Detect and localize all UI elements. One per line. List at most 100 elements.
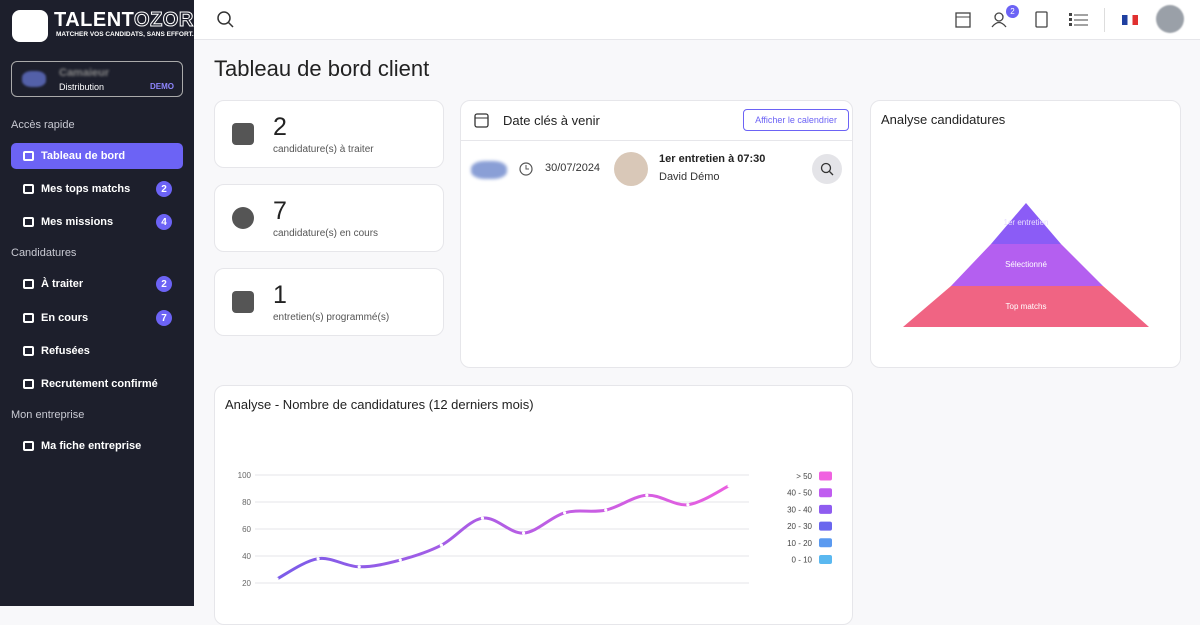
funnel-level (991, 203, 1061, 244)
calendar-button[interactable]: Afficher le calendrier (743, 109, 849, 131)
point (480, 516, 485, 520)
event-person: David Démo (659, 171, 720, 183)
legend-label: 30 - 40 (787, 505, 812, 514)
nav-item[interactable]: En cours 7 (11, 305, 183, 331)
dates-title: Date clés à venir (503, 113, 600, 128)
nav-item[interactable]: Ma fiche entreprise (11, 433, 183, 459)
stat-label: candidature(s) en cours (273, 228, 379, 239)
nav-icon (23, 217, 34, 227)
nav-label: Refusées (41, 345, 90, 357)
logo-tagline: MATCHER VOS CANDIDATS, SANS EFFORT. (56, 31, 194, 38)
legend-swatch (819, 538, 832, 548)
nav-icon (23, 151, 34, 161)
stat-value: 2 (273, 113, 287, 141)
clock-icon (519, 162, 533, 176)
event-date: 30/07/2024 (545, 162, 601, 174)
dates-card: Date clés à venir Afficher le calendrier… (460, 100, 853, 368)
sidebar: TALENTOZOR MATCHER VOS CANDIDATS, SANS E… (0, 0, 194, 606)
stat-icon (232, 123, 254, 145)
section-title: Mon entreprise (11, 409, 85, 421)
point (686, 503, 690, 507)
line-chart: 20 40 60 80 100 > 50 40 - 50 30 - 40 20 - 30 10 -… (238, 471, 832, 588)
notification-badge: 2 (1006, 5, 1019, 18)
section-title: Accès rapide (11, 119, 75, 131)
nav-label: Tableau de bord (41, 150, 126, 162)
account-box[interactable]: Camaieur Distribution DEMO (11, 61, 183, 97)
y-tick-label: 20 (242, 579, 251, 588)
line (276, 484, 730, 581)
logo-outline: OZOR (134, 9, 194, 32)
legend-swatch (819, 504, 832, 514)
point (357, 565, 361, 569)
nav-icon (23, 441, 34, 451)
nav-item[interactable]: À traiter 2 (11, 271, 183, 297)
stat-card: 2 candidature(s) à traiter (214, 100, 444, 168)
topbar-icons[interactable] (954, 10, 1094, 30)
legend-label: 0 - 10 (792, 556, 813, 565)
nav-badge: 2 (156, 276, 172, 292)
funnel-card: Analyse candidatures 1er entretien Sélec… (870, 100, 1181, 368)
avatar[interactable] (1156, 5, 1184, 33)
calendar-icon (474, 113, 489, 128)
nav-icon (23, 379, 34, 389)
account-name: Camaieur (59, 67, 110, 79)
point (563, 511, 567, 515)
y-tick-label: 60 (242, 525, 251, 534)
stat-label: candidature(s) à traiter (273, 144, 374, 155)
stat-card: 1 entretien(s) programmé(s) (214, 268, 444, 336)
legend-swatch (819, 488, 832, 498)
point (316, 557, 320, 561)
y-tick-label: 100 (238, 471, 252, 480)
stat-label: entretien(s) programmé(s) (273, 312, 390, 323)
nav-label: En cours (41, 312, 89, 324)
demo-badge: DEMO (150, 82, 174, 91)
section-title: Candidatures (11, 247, 77, 259)
nav-item[interactable]: Recrutement confirmé (11, 371, 183, 397)
nav-item[interactable]: Mes tops matchs 2 (11, 176, 183, 202)
nav-badge: 2 (156, 181, 172, 197)
point (275, 577, 279, 581)
point (727, 484, 731, 488)
nav-label: Mes missions (41, 216, 114, 228)
chart-card: Analyse - Nombre de candidatures (12 der… (214, 385, 853, 625)
nav-item[interactable]: Mes missions 4 (11, 209, 183, 235)
legend-label: 40 - 50 (787, 489, 812, 498)
point (398, 558, 402, 562)
topbar: 2 (194, 0, 1200, 40)
point (521, 531, 526, 535)
nav-badge: 4 (156, 214, 172, 230)
language-flag[interactable] (1122, 15, 1138, 25)
stat-icon (232, 207, 254, 229)
nav-icon (23, 346, 34, 356)
search-icon[interactable] (216, 10, 236, 30)
nav-icon (23, 279, 34, 289)
legend-swatch (819, 555, 832, 564)
funnel-label: Sélectionné (1005, 260, 1047, 269)
legend-swatch (819, 471, 832, 481)
event-search[interactable] (812, 154, 842, 184)
point (604, 508, 608, 512)
funnel-level (903, 286, 1149, 327)
nav-icon (23, 184, 34, 194)
funnel-label: Top matchs (1006, 302, 1047, 311)
nav-item[interactable]: Refusées (11, 338, 183, 364)
nav-item[interactable]: Tableau de bord (11, 143, 183, 169)
stat-value: 1 (273, 281, 287, 309)
stat-card: 7 candidature(s) en cours (214, 184, 444, 252)
nav-label: À traiter (41, 278, 84, 290)
chart-title: Analyse - Nombre de candidatures (12 der… (225, 397, 534, 412)
legend-swatch (819, 521, 832, 531)
nav-badge: 7 (156, 310, 172, 326)
event-avatar (614, 152, 648, 186)
point (645, 493, 649, 497)
legend-label: 20 - 30 (787, 522, 812, 531)
funnel-level (951, 244, 1103, 286)
nav-label: Mes tops matchs (41, 183, 131, 195)
stat-icon (232, 291, 254, 313)
funnel: 1er entretien Sélectionné Top matchs (903, 203, 1149, 327)
legend-label: 10 - 20 (787, 539, 812, 548)
logo-bold: TALENT (54, 9, 135, 31)
funnel-label: 1er entretien (1004, 218, 1049, 227)
nav-label: Recrutement confirmé (41, 378, 158, 390)
account-logo (22, 71, 46, 87)
